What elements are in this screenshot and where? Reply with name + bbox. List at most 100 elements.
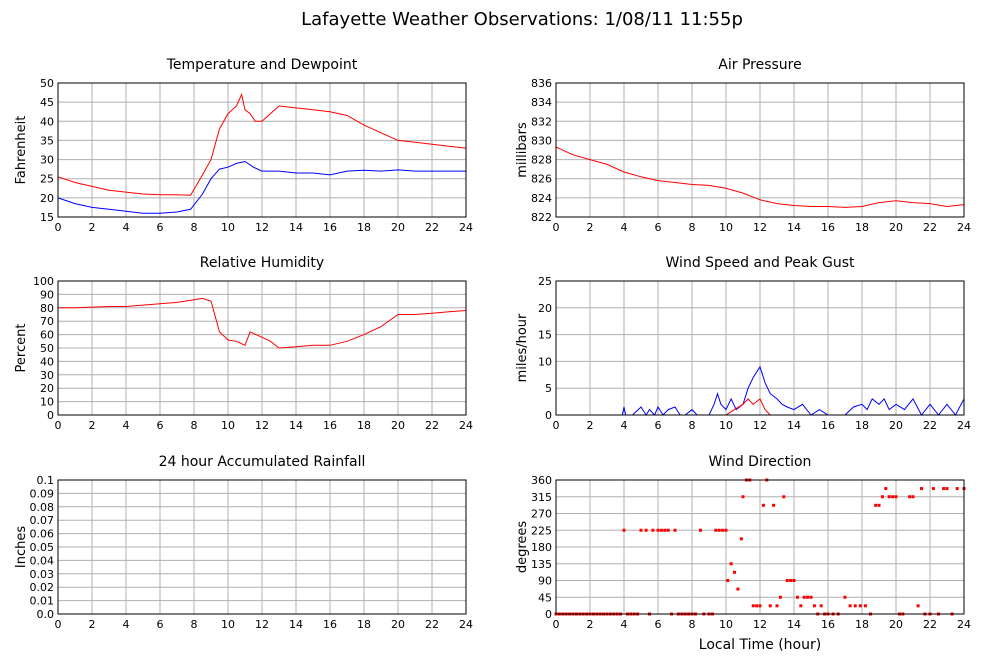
x-tick-label: 24	[459, 221, 473, 234]
y-tick-label: 100	[33, 275, 54, 288]
x-tick-label: 18	[357, 618, 371, 631]
x-tick-label: 0	[553, 419, 560, 432]
x-tick-label: 2	[587, 221, 594, 234]
wind-direction-point	[877, 503, 881, 507]
wind-direction-point	[789, 579, 793, 582]
x-tick-label: 10	[221, 419, 235, 432]
x-tick-label: 14	[787, 221, 801, 234]
y-tick-label: 15	[40, 211, 54, 224]
plot-frame	[57, 82, 467, 218]
chart-title: Wind Speed and Peak Gust	[666, 255, 855, 271]
x-tick-label: 2	[89, 221, 96, 234]
y-tick-label: 828	[531, 154, 552, 167]
wind-direction-point	[644, 528, 648, 532]
wind-direction-point	[887, 495, 891, 499]
y-tick-label: 40	[40, 115, 54, 128]
wind-direction-point	[724, 528, 728, 532]
wind-direction-point	[721, 528, 725, 532]
x-tick-label: 12	[753, 419, 767, 432]
x-tick-label: 24	[459, 419, 473, 432]
y-tick-label: 40	[40, 355, 54, 368]
y-tick-label: 822	[531, 211, 552, 224]
wind-direction-point	[714, 528, 718, 532]
wind-direction-point	[768, 604, 772, 608]
y-axis-label: degrees	[515, 521, 530, 574]
x-tick-label: 4	[621, 419, 628, 432]
x-tick-label: 22	[425, 419, 439, 432]
wind-direction-point	[651, 528, 655, 532]
wind-direction-point	[772, 503, 776, 507]
y-tick-label: 0.05	[30, 541, 55, 554]
x-tick-label: 14	[289, 221, 303, 234]
wind-direction-point	[733, 570, 736, 574]
y-axis-label: millibars	[515, 122, 530, 178]
x-tick-label: 6	[655, 221, 662, 234]
y-tick-label: 25	[538, 275, 552, 288]
x-tick-label: 4	[123, 618, 130, 631]
x-tick-label: 0	[553, 618, 560, 631]
x-tick-label: 18	[855, 221, 869, 234]
x-tick-label: 22	[923, 419, 937, 432]
wind-direction-point	[799, 604, 803, 608]
wind-direction-point	[739, 537, 743, 541]
wind-direction-point	[945, 487, 949, 491]
x-tick-label: 24	[957, 221, 971, 234]
x-tick-label: 10	[719, 618, 733, 631]
y-tick-label: 180	[531, 541, 552, 554]
x-tick-label: 2	[89, 618, 96, 631]
wind-direction-point	[729, 562, 733, 566]
x-tick-label: 14	[787, 419, 801, 432]
wind-direction-point	[755, 604, 759, 608]
y-tick-label: 824	[531, 192, 552, 205]
x-tick-label: 12	[255, 419, 269, 432]
x-tick-label: 4	[123, 221, 130, 234]
x-tick-label: 22	[425, 618, 439, 631]
y-tick-label: 225	[531, 524, 552, 537]
x-tick-label: 10	[719, 419, 733, 432]
y-tick-label: 0.0	[37, 608, 55, 621]
y-tick-label: 20	[40, 192, 54, 205]
x-tick-label: 8	[191, 618, 198, 631]
wind-direction-point	[758, 604, 762, 608]
x-tick-label: 20	[889, 618, 903, 631]
y-tick-label: 0	[545, 608, 552, 621]
x-tick-label: 8	[191, 419, 198, 432]
y-tick-label: 0.01	[30, 595, 55, 608]
y-tick-label: 20	[40, 382, 54, 395]
wind-direction-point	[717, 528, 721, 532]
x-tick-label: 16	[323, 221, 337, 234]
x-axis-label: Local Time (hour)	[699, 637, 821, 653]
wind-direction-point	[782, 495, 786, 499]
x-tick-label: 24	[957, 618, 971, 631]
series-line	[58, 297, 467, 349]
x-tick-label: 12	[255, 221, 269, 234]
wind-direction-point	[778, 595, 782, 599]
wind-direction-point	[785, 579, 789, 582]
wind-direction-point	[809, 595, 813, 599]
y-tick-label: 830	[531, 134, 552, 147]
plot-frame	[555, 479, 965, 615]
chart-title: Temperature and Dewpoint	[166, 57, 358, 73]
y-tick-label: 0.1	[37, 474, 55, 487]
x-tick-label: 8	[689, 419, 696, 432]
wind-direction-point	[726, 579, 730, 582]
y-tick-label: 45	[40, 96, 54, 109]
x-tick-label: 18	[357, 221, 371, 234]
wind-direction-point	[802, 595, 806, 599]
x-tick-label: 8	[689, 221, 696, 234]
x-tick-label: 12	[753, 221, 767, 234]
x-tick-label: 20	[391, 618, 405, 631]
x-tick-label: 20	[391, 419, 405, 432]
wind-direction-point	[843, 595, 847, 599]
x-tick-label: 20	[889, 221, 903, 234]
y-tick-label: 50	[40, 77, 54, 90]
wind-direction-point	[812, 604, 816, 608]
wind-direction-point	[751, 604, 755, 608]
wind-direction-point	[955, 487, 959, 491]
wind-direction-point	[853, 604, 857, 608]
